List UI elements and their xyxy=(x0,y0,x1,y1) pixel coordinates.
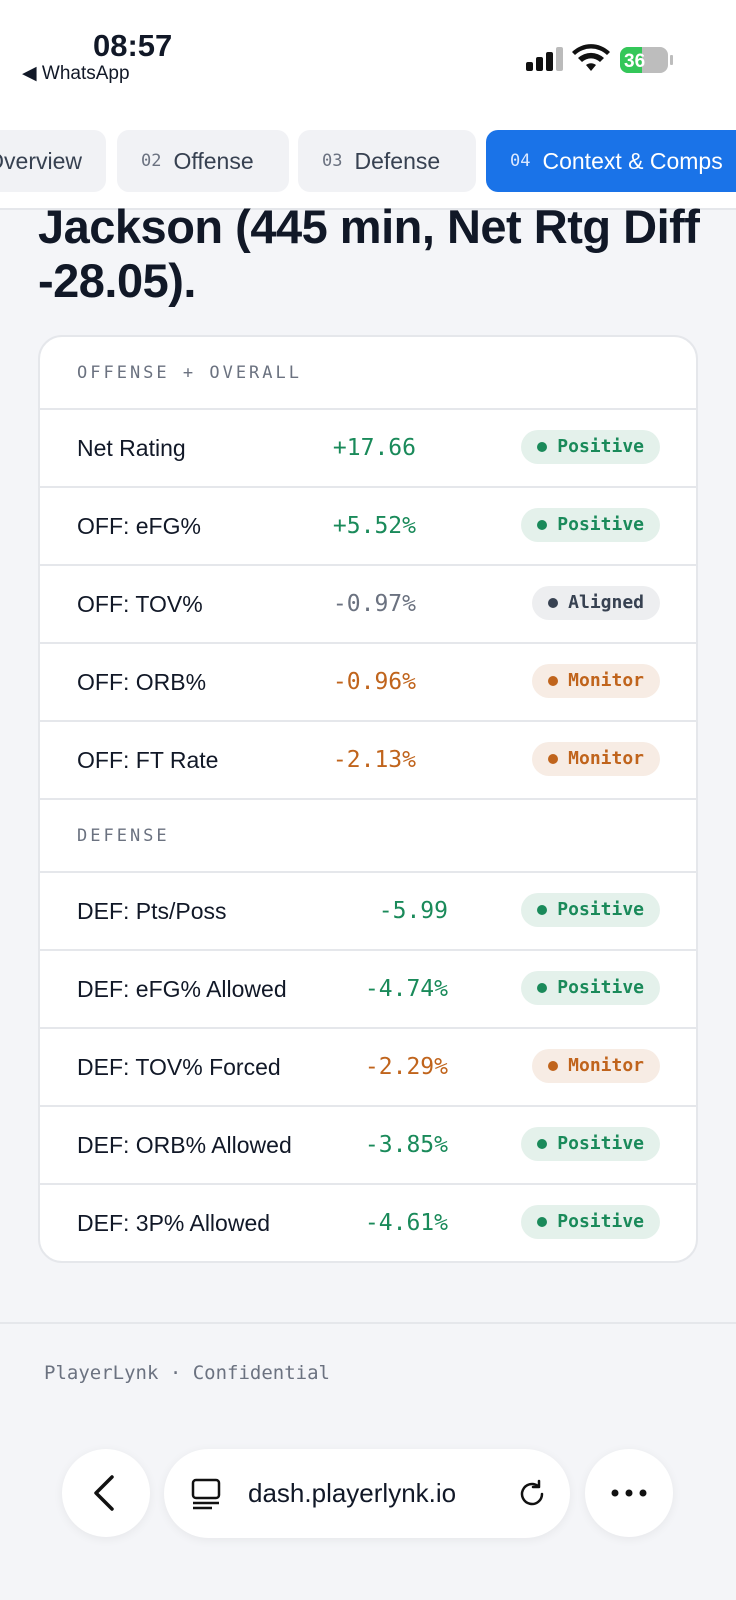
metric-value: +17.66 xyxy=(332,435,416,461)
section-header: OFFENSE + OVERALL xyxy=(40,337,696,410)
metric-name: Net Rating xyxy=(77,435,186,461)
tab-number: 04 xyxy=(510,151,531,171)
metric-name: OFF: TOV% xyxy=(77,591,203,617)
metric-value: -2.13% xyxy=(332,747,416,773)
back-to-app[interactable]: ◀ WhatsApp xyxy=(22,63,130,84)
tab-label: Defense xyxy=(354,147,441,174)
metric-row: DEF: eFG% Allowed -4.74% Positive xyxy=(40,951,696,1029)
status-badge: Positive xyxy=(521,893,660,927)
status-badge: Positive xyxy=(521,1205,660,1239)
metric-row: DEF: Pts/Poss -5.99 Positive xyxy=(40,873,696,951)
metric-row: OFF: FT Rate -2.13% Monitor xyxy=(40,722,696,800)
metric-name: OFF: ORB% xyxy=(77,669,207,695)
tab-label: Offense xyxy=(173,147,254,174)
metric-row: DEF: ORB% Allowed -3.85% Positive xyxy=(40,1107,696,1185)
status-badge: Aligned xyxy=(532,586,660,620)
status-badge: Monitor xyxy=(532,664,660,698)
metric-value: -3.85% xyxy=(364,1132,448,1158)
tab[interactable]: 02 Offense xyxy=(117,130,289,192)
tab[interactable]: 04 Context & Comps xyxy=(486,130,736,192)
back-button[interactable] xyxy=(62,1449,150,1537)
tab-bar: 01Overview 02 Offense 03 Defense 04 Context & … xyxy=(0,118,736,210)
metric-row: OFF: eFG% +5.52% Positive xyxy=(40,488,696,566)
section-header: DEFENSE xyxy=(40,800,696,873)
heading: Jackson (445 min, Net Rtg Diff -28.05). xyxy=(38,200,700,307)
tab[interactable]: 01Overview xyxy=(0,130,106,192)
metric-row: OFF: ORB% -0.96% Monitor xyxy=(40,644,696,722)
url: dash.playerlynk.io xyxy=(248,1478,457,1508)
metric-row: DEF: 3P% Allowed -4.61% Positive xyxy=(40,1185,696,1261)
tab-number: 02 xyxy=(141,151,162,171)
metric-name: DEF: eFG% Allowed xyxy=(77,976,287,1002)
metric-value: -0.96% xyxy=(332,669,416,695)
status-badge: Positive xyxy=(521,508,660,542)
metrics-card: OFFENSE + OVERALL Net Rating +17.66 Positiv… xyxy=(38,335,698,1263)
metric-value: +5.52% xyxy=(332,513,416,539)
status-icons: 36 xyxy=(526,44,673,73)
metric-value: -0.97% xyxy=(332,591,416,617)
metric-value: -5.99 xyxy=(378,898,448,924)
metric-row: Net Rating +17.66 Positive xyxy=(40,410,696,488)
tabs-icon xyxy=(191,1478,221,1510)
metric-name: DEF: ORB% Allowed xyxy=(77,1132,292,1158)
metric-name: OFF: FT Rate xyxy=(77,747,219,773)
more-button[interactable] xyxy=(585,1449,673,1537)
more-icon xyxy=(611,1489,647,1497)
tab-label: Overview xyxy=(0,147,82,174)
footer: PlayerLynk · Confidential xyxy=(44,1362,330,1384)
status-badge: Positive xyxy=(521,971,660,1005)
metric-row: DEF: TOV% Forced -2.29% Monitor xyxy=(40,1029,696,1107)
url-bar[interactable]: dash.playerlynk.io xyxy=(164,1449,570,1538)
metric-value: -4.74% xyxy=(364,976,448,1002)
tab-number: 03 xyxy=(322,151,343,171)
status-badge: Positive xyxy=(521,1127,660,1161)
divider xyxy=(0,1322,736,1324)
status-badge: Positive xyxy=(521,430,660,464)
status-bar: 08:57 ◀ WhatsApp 36 xyxy=(0,0,736,128)
time: 08:57 xyxy=(93,28,173,63)
metric-name: DEF: TOV% Forced xyxy=(77,1054,281,1080)
metric-value: -2.29% xyxy=(364,1054,448,1080)
tab[interactable]: 03 Defense xyxy=(298,130,476,192)
back-icon xyxy=(94,1475,114,1511)
metric-row: OFF: TOV% -0.97% Aligned xyxy=(40,566,696,644)
metric-name: OFF: eFG% xyxy=(77,513,201,539)
tab-label: Context & Comps xyxy=(542,147,723,174)
metric-name: DEF: 3P% Allowed xyxy=(77,1210,271,1236)
status-badge: Monitor xyxy=(532,1049,660,1083)
reload-icon[interactable] xyxy=(516,1478,548,1510)
metric-name: DEF: Pts/Poss xyxy=(77,898,227,924)
battery-level: 36 xyxy=(624,51,645,72)
metric-value: -4.61% xyxy=(364,1210,448,1236)
status-badge: Monitor xyxy=(532,742,660,776)
